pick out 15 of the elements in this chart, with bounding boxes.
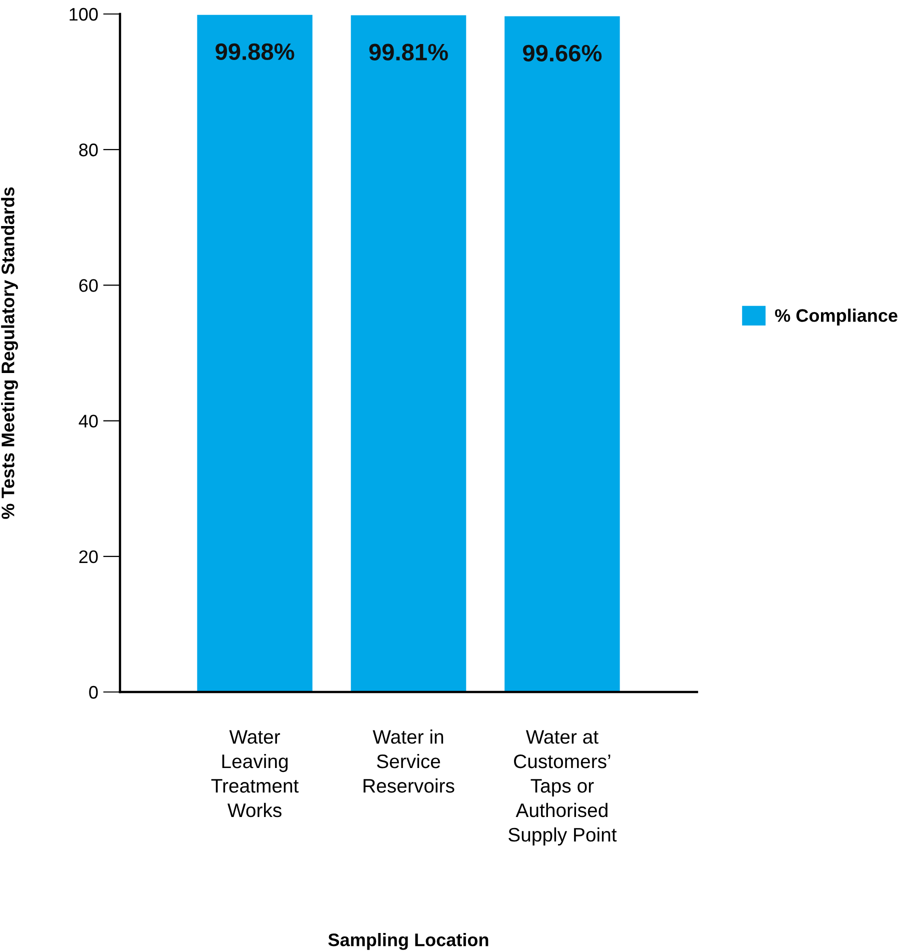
x-tick-label: Water in Service Reservoirs [364, 730, 454, 793]
data-label: 99.88% [216, 43, 294, 60]
y-tick-label: 80 [79, 144, 98, 156]
legend-label: % Compliance [775, 308, 898, 326]
y-tick-label: 60 [79, 279, 98, 292]
y-tick-label: 20 [79, 550, 98, 564]
y-tick-label: 0 [89, 686, 98, 699]
y-tick-label: 100 [70, 8, 98, 21]
data-label: 99.66% [522, 44, 602, 62]
data-label: 99.81% [369, 44, 448, 61]
y-axis-title: % Tests Meeting Regulatory Standards [1, 187, 18, 519]
x-tick-label: Water Leaving Treatment Works [211, 730, 299, 818]
y-tick-label: 40 [78, 414, 98, 428]
x-tick-label: Water at Customers’ Taps or Authorised Supply Point [508, 730, 617, 846]
x-axis-title: Sampling Location [328, 933, 488, 950]
